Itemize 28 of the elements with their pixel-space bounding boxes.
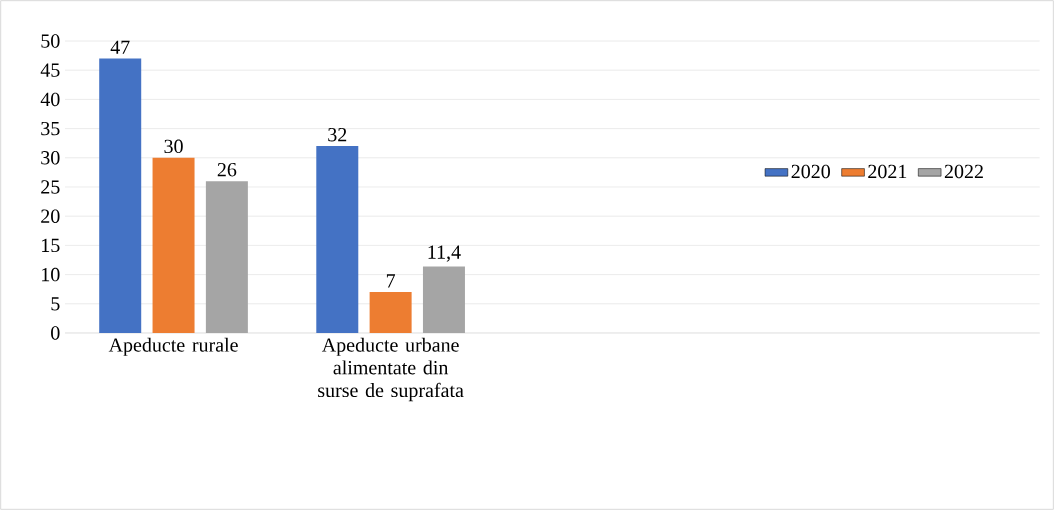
y-tick-label: 5 (51, 297, 60, 311)
legend-label: 2021 (868, 164, 907, 179)
data-label: 30 (164, 139, 183, 154)
legend-label: 2022 (944, 164, 983, 179)
data-label: 47 (110, 40, 130, 54)
data-label: 11,4 (428, 245, 461, 262)
data-label: 7 (386, 274, 396, 288)
y-tick-label: 10 (42, 267, 60, 282)
legend-label: 2020 (791, 164, 830, 179)
bar (99, 58, 142, 333)
bar (205, 181, 248, 333)
x-tick-label: Apeducte urbane alimentate din surse de suprafata (318, 337, 464, 402)
bar (316, 146, 359, 333)
y-tick-label: 30 (41, 151, 60, 165)
y-tick-label: 35 (41, 121, 60, 136)
bar (422, 266, 465, 333)
x-tick-label: Apeducte rurale (108, 337, 238, 356)
y-tick-label: 15 (42, 238, 60, 253)
data-label: 32 (328, 127, 347, 142)
data-label: 26 (217, 163, 237, 177)
y-tick-label: 45 (40, 63, 60, 77)
y-tick-label: 20 (41, 209, 60, 223)
bar (369, 292, 412, 333)
y-tick-label: 50 (41, 34, 60, 48)
y-tick-label: 25 (41, 180, 60, 194)
bar (152, 157, 195, 333)
y-tick-label: 0 (51, 326, 60, 340)
y-tick-label: 40 (40, 92, 60, 107)
